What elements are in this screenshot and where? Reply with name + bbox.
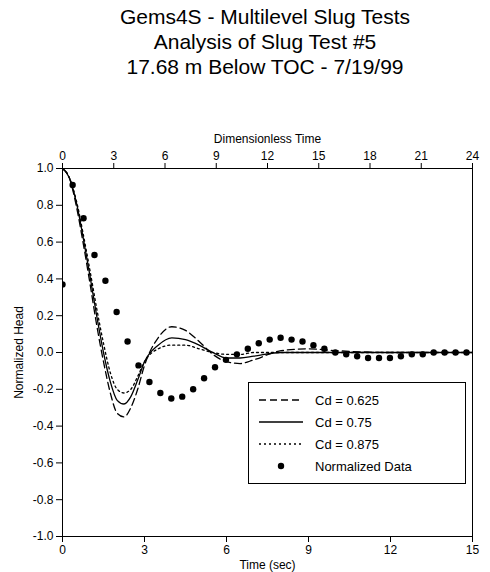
svg-text:3: 3 [141, 543, 148, 557]
svg-text:-0.4: -0.4 [33, 419, 54, 433]
svg-text:-0.2: -0.2 [33, 382, 54, 396]
html-text:Cd = 0.75: Cd = 0.75 [315, 414, 372, 430]
svg-text:0.4: 0.4 [37, 272, 54, 286]
svg-text:0.8: 0.8 [37, 198, 54, 212]
html-text:17.68 m Below TOC - 7/19/99: 17.68 m Below TOC - 7/19/99 [126, 55, 404, 78]
html-text:Analysis of Slug Test #5: Analysis of Slug Test #5 [153, 30, 377, 53]
svg-text:Dimensionless Time: Dimensionless Time [214, 132, 322, 146]
svg-text:6: 6 [223, 543, 230, 557]
svg-text:-0.8: -0.8 [33, 493, 54, 507]
html-text:Cd = 0.875: Cd = 0.875 [315, 436, 379, 452]
svg-text:1.0: 1.0 [37, 161, 54, 175]
svg-text:0: 0 [59, 149, 66, 163]
svg-text:6: 6 [162, 149, 169, 163]
html-text:Cd = 0.625: Cd = 0.625 [315, 392, 379, 408]
svg-text:9: 9 [305, 543, 312, 557]
svg-text:15: 15 [312, 149, 326, 163]
svg-text:0: 0 [59, 543, 66, 557]
svg-text:-1.0: -1.0 [33, 529, 54, 543]
svg-text:Normalized Head: Normalized Head [12, 306, 26, 399]
svg-text:3: 3 [110, 149, 117, 163]
svg-text:0.6: 0.6 [37, 235, 54, 249]
svg-text:0.2: 0.2 [37, 309, 54, 323]
svg-text:21: 21 [415, 149, 429, 163]
svg-text:12: 12 [261, 149, 275, 163]
html-text:Gems4S - Multilevel Slug Tests: Gems4S - Multilevel Slug Tests [119, 5, 411, 28]
svg-text:12: 12 [384, 543, 398, 557]
svg-text:-0.6: -0.6 [33, 456, 54, 470]
svg-text:24: 24 [466, 149, 480, 163]
html-text:Normalized Data: Normalized Data [315, 458, 412, 474]
svg-text:9: 9 [213, 149, 220, 163]
svg-text:18: 18 [363, 149, 377, 163]
svg-text:Time (sec): Time (sec) [239, 558, 295, 572]
svg-text:0.0: 0.0 [37, 345, 54, 359]
svg-text:15: 15 [466, 543, 480, 557]
